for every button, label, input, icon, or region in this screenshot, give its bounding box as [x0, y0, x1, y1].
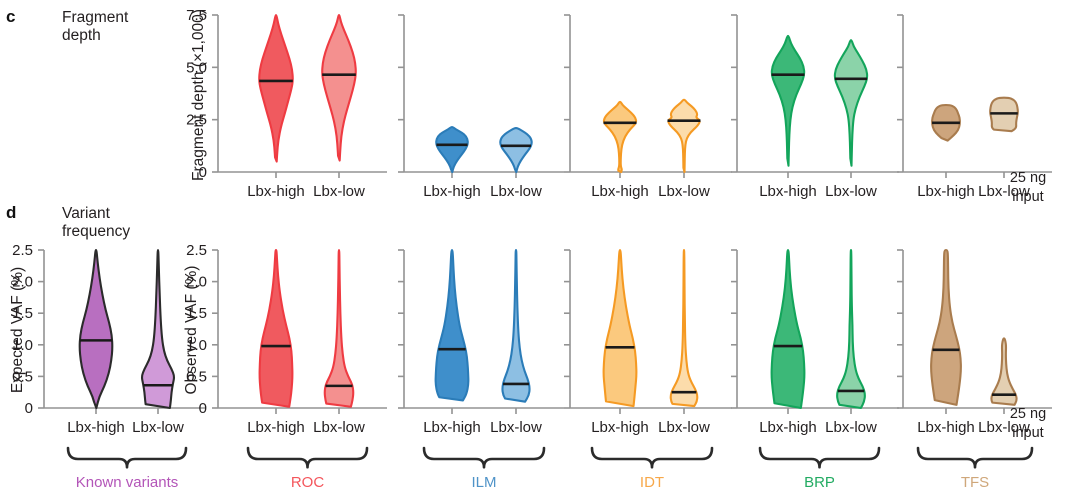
x-category-label-lbx-high: Lbx-high	[247, 183, 305, 200]
group-label-known-variants: Known variants	[76, 474, 179, 491]
group-label-idt: IDT	[640, 474, 664, 491]
panel-c-group-roc: 0 2.5 5.0 7.5 Lbx-high Lbx-low	[186, 7, 387, 200]
x-category-label-lbx-high: Lbx-high	[917, 183, 975, 200]
group-brace	[66, 446, 188, 469]
violin-roc-lbx-high	[258, 13, 294, 163]
panel-c-group-ilm: Lbx-high Lbx-low	[398, 14, 564, 200]
y-tick-label: 2.5	[12, 242, 33, 259]
panel-letter-c: c	[6, 7, 15, 26]
x-category-label-lbx-high: Lbx-high	[759, 183, 817, 200]
panel-c-group-idt: Lbx-high Lbx-low	[564, 14, 732, 200]
x-category-label-lbx-high: Lbx-high	[591, 183, 649, 200]
y-tick-label: 7.5	[186, 7, 207, 24]
panel-c-group-brp: Lbx-high Lbx-low	[731, 14, 899, 200]
x-category-label-lbx-high: Lbx-high	[917, 419, 975, 436]
panel-d-group-idt: Lbx-high Lbx-low IDT	[564, 248, 732, 491]
panel-d-right-annotation-line2: input	[1012, 425, 1043, 441]
violin-tfs-lbx-low	[990, 337, 1018, 406]
violin-known-variants-lbx-high	[78, 248, 114, 410]
x-category-label-lbx-low: Lbx-low	[658, 183, 710, 200]
panel-d-group-brp: Lbx-high Lbx-low BRP	[731, 248, 899, 491]
panel-c-group-tfs: Lbx-high Lbx-low	[897, 14, 1052, 200]
group-label-ilm: ILM	[471, 474, 496, 491]
y-tick-label: 2.5	[186, 242, 207, 259]
x-category-label-lbx-high: Lbx-high	[759, 419, 817, 436]
x-category-label-lbx-low: Lbx-low	[978, 183, 1030, 200]
panel-d-group-known-variants: 0 0.5 1.0 1.5 2.0 2.5 Lbx-high Lbx-low Known var…	[12, 242, 206, 491]
violin-brp-lbx-high	[770, 34, 806, 167]
y-tick-label: 1.0	[12, 337, 33, 354]
panel-c-right-annotation-line1: 25 ng	[1010, 170, 1046, 186]
y-tick-label: 2.0	[186, 274, 207, 291]
y-tick-label: 5.0	[186, 59, 207, 76]
y-tick-label: 0	[199, 164, 207, 181]
panel-d-y-axis-title-left: Expected VAF (%)	[9, 267, 26, 393]
y-tick-label: 2.5	[186, 112, 207, 129]
x-category-label-lbx-low: Lbx-low	[132, 419, 184, 436]
panel-c-heading-line1: Fragment	[62, 9, 129, 26]
violin-ilm-lbx-low	[501, 248, 531, 403]
y-tick-label: 1.5	[12, 305, 33, 322]
x-category-label-lbx-high: Lbx-high	[247, 419, 305, 436]
x-category-label-lbx-high: Lbx-high	[591, 419, 649, 436]
violin-known-variants-lbx-low	[140, 248, 176, 410]
x-category-label-lbx-low: Lbx-low	[313, 419, 365, 436]
violin-roc-lbx-high	[258, 248, 294, 408]
violin-ilm-lbx-high	[435, 125, 469, 174]
violin-tfs-lbx-high	[930, 248, 962, 406]
group-label-tfs: TFS	[961, 474, 989, 491]
violin-brp-lbx-low	[836, 248, 866, 410]
panel-d-group-tfs: Lbx-high Lbx-low TFS	[897, 248, 1052, 491]
y-tick-label: 0.5	[12, 368, 33, 385]
y-tick-label: 0	[199, 400, 207, 417]
violin-roc-lbx-low	[321, 13, 357, 162]
y-tick-label: 2.0	[12, 274, 33, 291]
y-tick-label: 1.5	[186, 305, 207, 322]
violin-brp-lbx-low	[833, 39, 869, 167]
x-category-label-lbx-low: Lbx-low	[978, 419, 1030, 436]
y-tick-label: 0.5	[186, 368, 207, 385]
x-category-label-lbx-low: Lbx-low	[825, 419, 877, 436]
panel-c-heading-line2: depth	[62, 27, 101, 44]
x-category-label-lbx-low: Lbx-low	[490, 419, 542, 436]
group-brace	[916, 446, 1034, 469]
violin-brp-lbx-high	[770, 248, 806, 410]
group-label-roc: ROC	[291, 474, 325, 491]
violin-idt-lbx-low	[669, 248, 699, 408]
violin-idt-lbx-low	[667, 98, 701, 174]
x-category-label-lbx-low: Lbx-low	[313, 183, 365, 200]
y-tick-label: 0	[25, 400, 33, 417]
panel-d-group-ilm: Lbx-high Lbx-low ILM	[398, 248, 564, 491]
group-label-brp: BRP	[804, 474, 835, 491]
x-category-label-lbx-low: Lbx-low	[490, 183, 542, 200]
group-brace	[590, 446, 714, 469]
x-category-label-lbx-high: Lbx-high	[423, 419, 481, 436]
group-brace	[246, 446, 369, 469]
panel-c-right-annotation-line2: input	[1012, 189, 1043, 205]
panel-d-group-roc: 0 0.5 1.0 1.5 2.0 2.5 Lbx-high Lbx-low ROC	[186, 242, 387, 491]
panel-d-y-axis-title: Observed VAF (%)	[183, 266, 200, 395]
violin-ilm-lbx-high	[434, 248, 470, 402]
violin-idt-lbx-high	[602, 248, 638, 408]
panel-d-heading-line1: Variant	[62, 205, 111, 222]
violin-roc-lbx-low	[323, 248, 355, 408]
panel-letter-d: d	[6, 203, 16, 222]
group-brace	[422, 446, 546, 469]
violin-idt-lbx-high	[602, 100, 638, 174]
y-tick-label: 1.0	[186, 337, 207, 354]
x-category-label-lbx-low: Lbx-low	[825, 183, 877, 200]
x-category-label-lbx-high: Lbx-high	[67, 419, 125, 436]
x-category-label-lbx-high: Lbx-high	[423, 183, 481, 200]
panel-c-y-axis-title: Fragment depth (×1,000)	[190, 9, 207, 181]
panel-d-heading-line2: frequency	[62, 223, 130, 240]
x-category-label-lbx-low: Lbx-low	[658, 419, 710, 436]
panel-d-right-annotation-line1: 25 ng	[1010, 406, 1046, 422]
violin-ilm-lbx-low	[499, 126, 533, 174]
group-brace	[758, 446, 881, 469]
